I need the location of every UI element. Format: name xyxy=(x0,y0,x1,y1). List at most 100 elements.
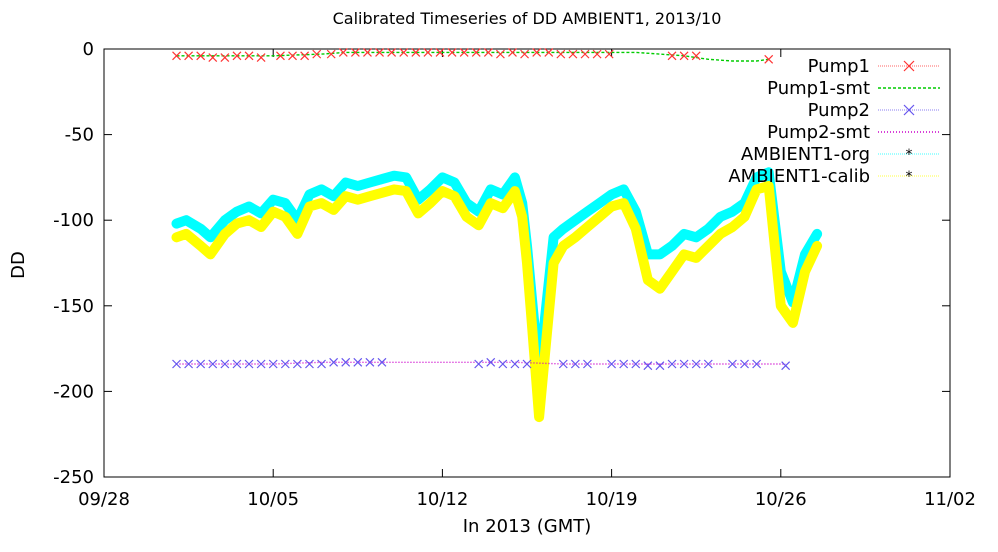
legend-marker: * xyxy=(906,169,913,185)
x-tick-label: 09/28 xyxy=(78,489,130,510)
marker-x xyxy=(435,47,445,57)
legend-label: AMBIENT1-org xyxy=(741,144,870,165)
series-ambient1-calib xyxy=(171,181,823,423)
series-band xyxy=(171,181,823,423)
marker-x xyxy=(338,47,348,57)
marker-x xyxy=(570,359,580,369)
marker-x xyxy=(256,359,266,369)
marker-x xyxy=(232,51,242,61)
marker-x xyxy=(556,49,566,59)
marker-x xyxy=(172,51,181,61)
marker-x xyxy=(703,359,713,369)
marker-x xyxy=(312,49,322,59)
x-tick-label: 11/02 xyxy=(924,489,976,510)
marker-x xyxy=(244,359,254,369)
marker-x xyxy=(471,47,481,57)
marker-x xyxy=(740,359,749,369)
marker-x xyxy=(643,361,653,371)
legend-label: Pump2-smt xyxy=(767,122,870,143)
y-tick-label: -200 xyxy=(53,381,94,402)
marker-x xyxy=(196,51,206,61)
marker-x xyxy=(604,49,614,59)
marker-x xyxy=(184,51,194,61)
marker-x xyxy=(568,49,578,59)
marker-x xyxy=(329,357,339,367)
marker-x xyxy=(558,359,568,369)
marker-x xyxy=(667,359,677,369)
marker-x xyxy=(317,359,326,369)
marker-x xyxy=(483,47,493,57)
marker-x xyxy=(220,359,230,369)
y-tick-label: -150 xyxy=(53,296,94,317)
y-tick-label: -50 xyxy=(65,125,94,146)
axis-ticks: 09/28 10/05 10/12 10/19 10/26 11/02 0 -50 -100 -1… xyxy=(53,39,976,510)
marker-x xyxy=(592,49,602,59)
marker-x xyxy=(508,47,517,57)
x-tick-label: 10/12 xyxy=(416,489,468,510)
series-pump2 xyxy=(172,357,791,371)
legend-label: Pump2 xyxy=(808,100,870,121)
marker-x xyxy=(387,47,397,57)
marker-x xyxy=(232,359,242,369)
marker-x xyxy=(474,359,484,369)
marker-x xyxy=(607,359,617,369)
marker-x xyxy=(691,51,701,61)
marker-x xyxy=(375,47,384,57)
marker-x xyxy=(350,47,360,57)
marker-x xyxy=(619,359,629,369)
marker-x xyxy=(510,359,520,369)
marker-x xyxy=(292,359,302,369)
marker-x xyxy=(679,51,689,61)
marker-x xyxy=(208,359,218,369)
series-pump1 xyxy=(172,47,774,64)
legend-label: Pump1 xyxy=(808,56,870,77)
marker-x xyxy=(288,51,297,61)
x-tick-label: 10/26 xyxy=(755,489,807,510)
marker-x xyxy=(495,49,505,59)
series-ambient1-org xyxy=(171,167,823,380)
marker-x xyxy=(220,53,230,62)
marker-x xyxy=(377,357,387,367)
legend: Pump1Pump1-smtPump2Pump2-smtAMBIENT1-org… xyxy=(728,56,940,187)
marker-x xyxy=(544,47,554,57)
marker-x xyxy=(268,359,278,369)
marker-x xyxy=(423,47,433,57)
marker-x xyxy=(583,359,592,369)
marker-x xyxy=(276,51,285,61)
marker-x xyxy=(363,47,372,57)
marker-x xyxy=(208,53,218,62)
marker-x xyxy=(764,54,774,64)
marker-x xyxy=(522,359,532,369)
x-axis-label: In 2013 (GMT) xyxy=(463,516,592,537)
marker-x xyxy=(655,361,665,371)
marker-x xyxy=(326,49,336,59)
marker-x xyxy=(353,357,363,367)
y-tick-label: 0 xyxy=(83,39,94,60)
x-tick-label: 10/19 xyxy=(586,489,638,510)
marker-x xyxy=(580,49,590,59)
legend-label: AMBIENT1-calib xyxy=(728,166,870,187)
marker-x xyxy=(520,49,530,59)
legend-label: Pump1-smt xyxy=(767,78,870,99)
marker-x xyxy=(903,104,915,116)
y-axis-label: DD xyxy=(8,251,29,279)
marker-x xyxy=(728,359,737,369)
marker-x xyxy=(903,60,915,72)
y-tick-label: -250 xyxy=(53,467,94,488)
marker-x xyxy=(781,361,791,371)
marker-x xyxy=(486,357,496,367)
data-series xyxy=(171,47,823,423)
marker-x xyxy=(691,359,701,369)
chart-title: Calibrated Timeseries of DD AMBIENT1, 20… xyxy=(333,9,722,28)
marker-x xyxy=(532,47,542,57)
marker-x xyxy=(498,359,508,369)
series-band xyxy=(171,167,823,380)
marker-x xyxy=(341,357,351,367)
marker-x xyxy=(184,359,194,369)
marker-x xyxy=(196,359,206,369)
x-tick-label: 10/05 xyxy=(247,489,299,510)
marker-x xyxy=(411,47,421,57)
marker-x xyxy=(300,51,310,61)
marker-x xyxy=(305,359,314,369)
marker-x xyxy=(280,359,290,369)
